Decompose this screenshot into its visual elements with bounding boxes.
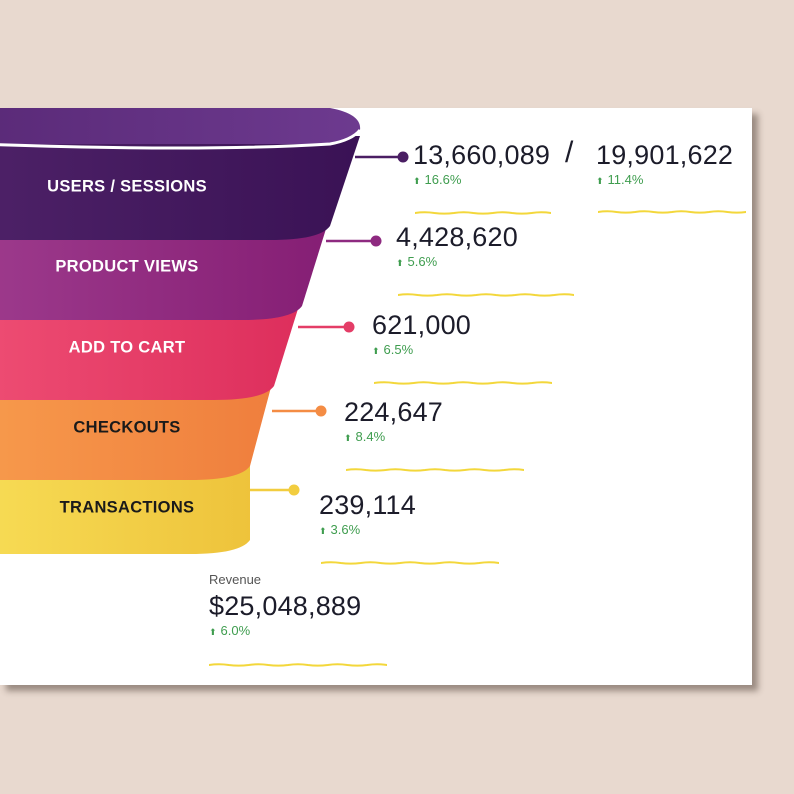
stage-label-4: CHECKOUTS xyxy=(73,418,181,437)
underline-revenue xyxy=(209,663,387,667)
revenue-metric: Revenue $25,048,889 ⬆ 6.0% xyxy=(209,573,361,639)
up-arrow-icon: ⬆ xyxy=(396,258,404,268)
funnel-layer-2 xyxy=(0,216,330,320)
underline-5 xyxy=(321,561,499,565)
underline-4 xyxy=(346,468,524,472)
connector-dot-4 xyxy=(315,405,327,417)
connector-dot-5 xyxy=(288,484,300,496)
stage-metric-3: 621,000 ⬆ 6.5% xyxy=(372,311,471,358)
funnel-layer-4 xyxy=(0,376,274,480)
stage-metric-5-value: 239,114 xyxy=(319,490,416,520)
value-separator: / xyxy=(565,136,574,169)
stage-metric-2: 4,428,620 ⬆ 5.6% xyxy=(396,223,518,270)
stage-metric-2-change: ⬆ 5.6% xyxy=(396,255,518,270)
up-arrow-icon: ⬆ xyxy=(319,526,327,536)
stage-metric-1-value: 13,660,089 xyxy=(413,140,551,170)
stage-metric-2-value: 4,428,620 xyxy=(396,222,518,252)
funnel-layer-1 xyxy=(0,136,360,240)
stage-metric-3-change-text: 6.5% xyxy=(383,342,414,357)
stage-metric-4-value: 224,647 xyxy=(344,397,443,427)
underline-sessions xyxy=(598,210,746,214)
underline-3 xyxy=(374,381,552,385)
connector-dot-2 xyxy=(370,235,382,247)
stage-metric-3-value: 621,000 xyxy=(372,310,471,340)
funnel-top-rim xyxy=(0,108,361,144)
revenue-metric-value: $25,048,889 xyxy=(209,591,362,621)
stage-label-1: USERS / SESSIONS xyxy=(47,177,207,196)
stage-metric-4: 224,647 ⬆ 8.4% xyxy=(344,398,443,445)
stage-label-2: PRODUCT VIEWS xyxy=(55,257,199,276)
underline-2 xyxy=(398,293,574,297)
funnel-graphic xyxy=(0,108,409,554)
connector-dot-1 xyxy=(397,151,409,163)
stage-metric-2-change-text: 5.6% xyxy=(407,254,438,269)
up-arrow-icon: ⬆ xyxy=(413,176,421,186)
up-arrow-icon: ⬆ xyxy=(596,176,604,186)
sessions-metric-change: ⬆ 11.4% xyxy=(596,173,733,188)
up-arrow-icon: ⬆ xyxy=(209,627,217,637)
stage-metric-1-change: ⬆ 16.6% xyxy=(413,173,550,188)
stage-metric-5: 239,114 ⬆ 3.6% xyxy=(319,491,416,538)
stage-metric-3-change: ⬆ 6.5% xyxy=(372,343,471,358)
stage-label-5: TRANSACTIONS xyxy=(59,498,195,517)
sessions-metric-change-text: 11.4% xyxy=(607,172,644,187)
funnel-rim-highlight xyxy=(0,129,362,150)
stage-metric-4-change: ⬆ 8.4% xyxy=(344,430,443,445)
connector-dot-3 xyxy=(343,321,355,333)
funnel-card: USERS / SESSIONS PRODUCT VIEWS ADD TO CART… xyxy=(0,108,752,685)
stage-metric-1-change-text: 16.6% xyxy=(424,172,462,187)
stage-metric-4-change-text: 8.4% xyxy=(355,429,386,444)
funnel-layer-5 xyxy=(0,456,250,554)
sessions-metric: 19,901,622 ⬆ 11.4% xyxy=(596,141,733,188)
revenue-metric-change-text: 6.0% xyxy=(220,623,251,638)
sessions-metric-value: 19,901,622 xyxy=(596,140,734,170)
stage-metric-5-change-text: 3.6% xyxy=(330,522,361,537)
revenue-metric-label: Revenue xyxy=(209,572,262,587)
stage-metric-5-change: ⬆ 3.6% xyxy=(319,523,416,538)
up-arrow-icon: ⬆ xyxy=(344,433,352,443)
revenue-metric-change: ⬆ 6.0% xyxy=(209,624,361,639)
funnel-layer-3 xyxy=(0,296,302,400)
up-arrow-icon: ⬆ xyxy=(372,346,380,356)
underline-1 xyxy=(415,211,551,215)
stage-label-3: ADD TO CART xyxy=(68,338,186,357)
stage-metric-1: 13,660,089 ⬆ 16.6% xyxy=(413,141,550,188)
